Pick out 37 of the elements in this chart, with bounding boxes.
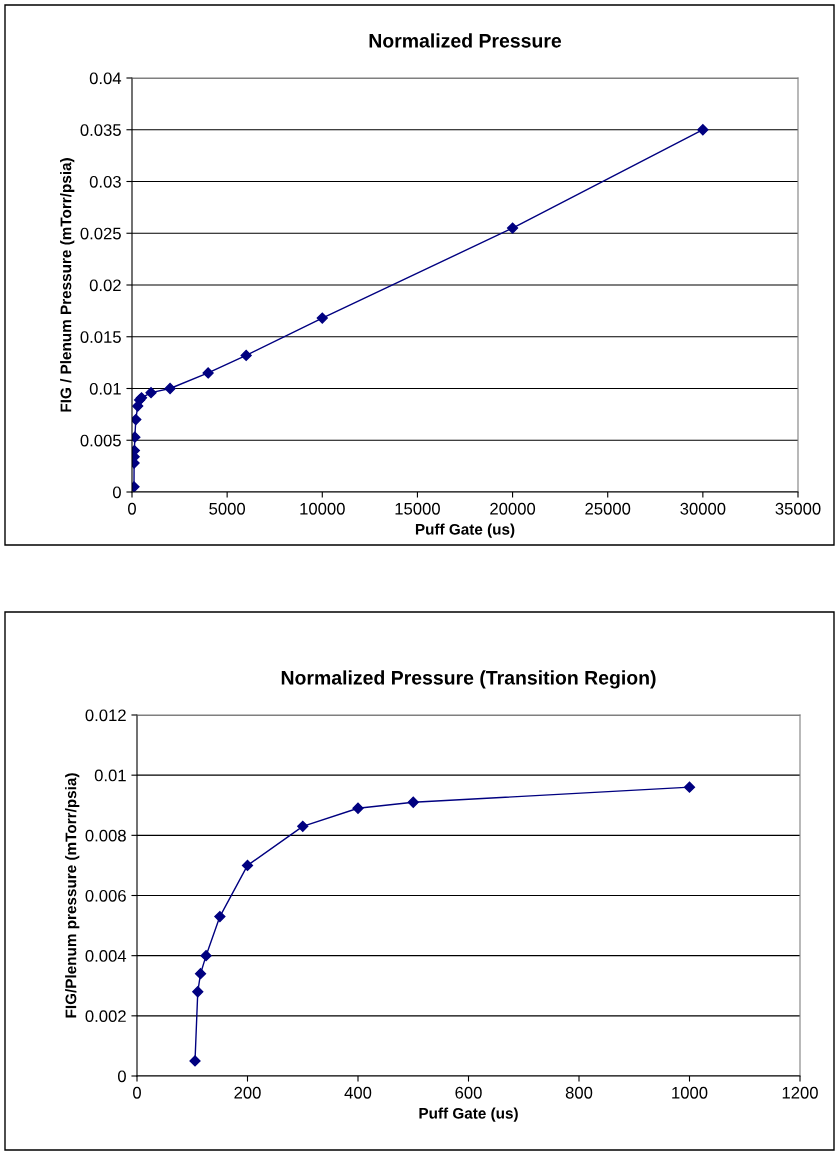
y-tick-label: 0.008 bbox=[85, 829, 126, 842]
y-tick-label: 0.035 bbox=[80, 124, 121, 136]
y-tick-label: 0.04 bbox=[89, 72, 122, 85]
chart-title: Normalized Pressure (Transition Region) bbox=[281, 670, 656, 689]
x-tick-label: 25000 bbox=[585, 502, 631, 515]
x-tick-label: 5000 bbox=[209, 502, 246, 515]
y-tick-label: 0.03 bbox=[89, 175, 121, 188]
x-tick-label: 1200 bbox=[782, 1086, 818, 1099]
x-tick-label: 0 bbox=[133, 1086, 141, 1099]
y-tick-label: 0.006 bbox=[85, 889, 126, 902]
x-tick-label: 15000 bbox=[395, 502, 440, 515]
x-tick-label: 10000 bbox=[300, 502, 345, 515]
y-tick-label: 0.004 bbox=[85, 950, 127, 962]
y-tick-label: 0 bbox=[117, 1070, 126, 1083]
y-tick-label: 0.005 bbox=[80, 434, 121, 447]
x-axis-title: Puff Gate (us) bbox=[419, 1107, 518, 1122]
y-axis-title: FIG / Plenum Pressure (mTorr/psia) bbox=[60, 158, 75, 412]
y-tick-label: 0.015 bbox=[80, 331, 121, 343]
y-tick-label: 0 bbox=[112, 486, 121, 499]
x-tick-label: 20000 bbox=[490, 502, 536, 515]
y-tick-label: 0.02 bbox=[89, 279, 121, 292]
x-tick-label: 0 bbox=[128, 502, 136, 515]
y-tick-label: 0.01 bbox=[94, 769, 126, 782]
x-tick-label: 30000 bbox=[680, 502, 726, 515]
x-tick-label: 400 bbox=[344, 1086, 372, 1099]
y-axis-title: FIG/Plenum pressure (mTorr/psia) bbox=[65, 773, 80, 1018]
y-tick-label: 0.002 bbox=[85, 1010, 126, 1023]
x-tick-label: 800 bbox=[565, 1086, 593, 1099]
x-tick-label: 1000 bbox=[672, 1086, 708, 1099]
y-tick-label: 0.025 bbox=[80, 227, 121, 240]
x-tick-label: 35000 bbox=[775, 502, 821, 515]
x-tick-label: 600 bbox=[455, 1086, 482, 1099]
y-tick-label: 0.012 bbox=[85, 709, 126, 722]
x-tick-label: 200 bbox=[234, 1086, 261, 1099]
x-axis-title: Puff Gate (us) bbox=[415, 523, 515, 538]
y-tick-label: 0.01 bbox=[89, 382, 121, 395]
chart-title: Normalized Pressure bbox=[369, 33, 562, 48]
